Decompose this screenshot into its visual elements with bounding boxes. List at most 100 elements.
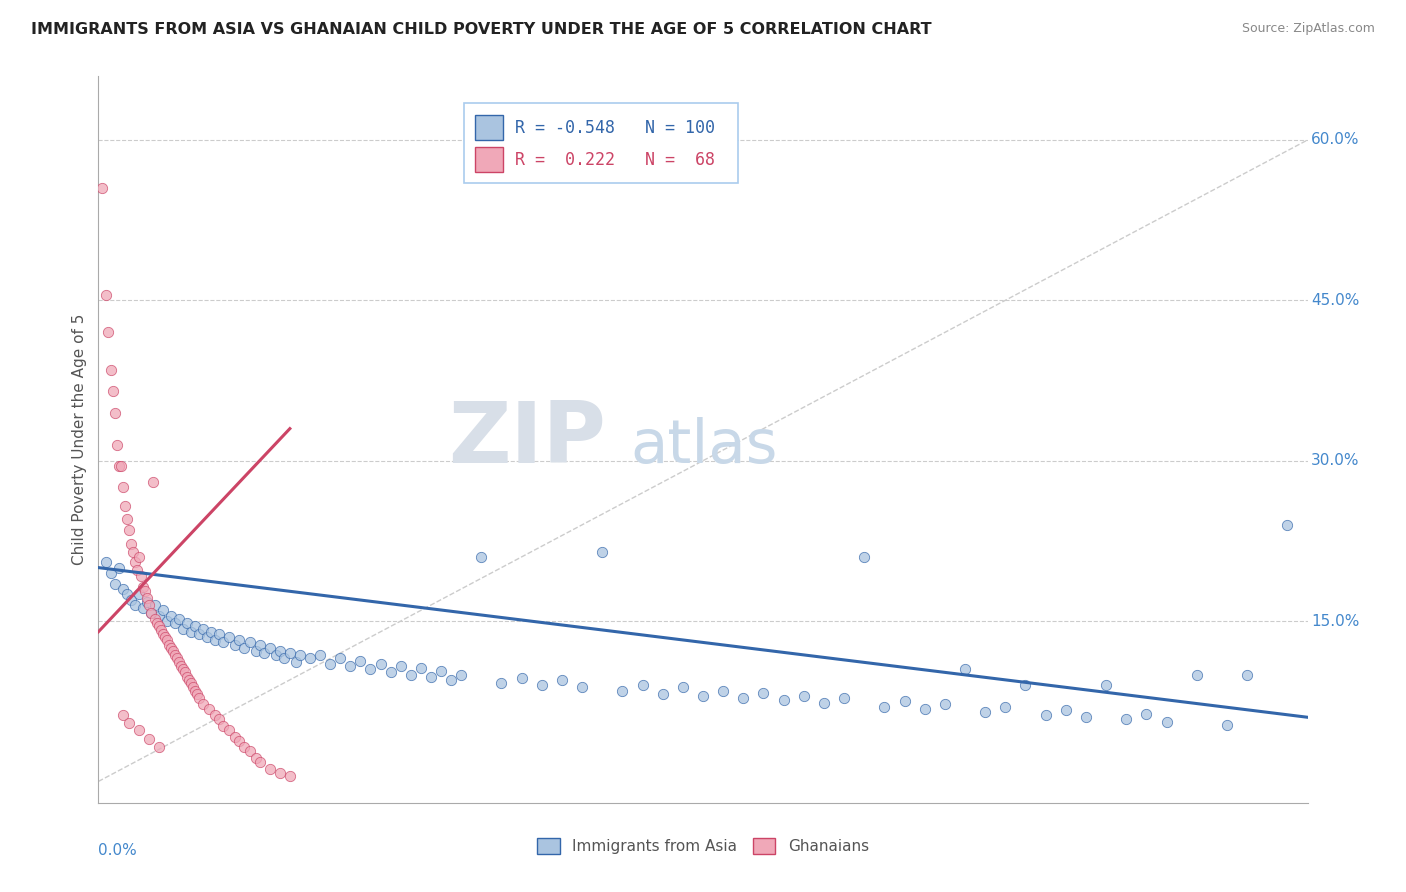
Point: [166, 651, 188, 665]
Text: IMMIGRANTS FROM ASIA VS GHANAIAN CHILD POVERTY UNDER THE AGE OF 5 CORRELATION CH: IMMIGRANTS FROM ASIA VS GHANAIAN CHILD P…: [31, 22, 932, 37]
Point: [1277, 517, 1299, 532]
Point: [167, 612, 190, 626]
Point: [319, 657, 342, 671]
Point: [96, 555, 118, 569]
Y-axis label: Child Poverty Under the Age of 5: Child Poverty Under the Age of 5: [72, 314, 87, 565]
Point: [711, 683, 734, 698]
Point: [232, 640, 254, 655]
Point: [148, 619, 170, 633]
Point: [148, 608, 170, 623]
Point: [1074, 710, 1097, 724]
Point: [752, 686, 775, 700]
Point: [329, 651, 352, 665]
Point: [186, 687, 208, 701]
Point: [491, 676, 513, 690]
Text: 45.0%: 45.0%: [1312, 293, 1360, 308]
Point: [96, 288, 118, 302]
Point: [349, 654, 371, 668]
Point: [105, 437, 128, 451]
Point: [934, 698, 956, 712]
Point: [1156, 714, 1178, 729]
Point: [1236, 667, 1258, 681]
Point: [103, 576, 125, 591]
Point: [208, 713, 231, 727]
Point: [360, 662, 382, 676]
Point: [873, 699, 896, 714]
Point: [571, 681, 593, 695]
Point: [672, 681, 695, 695]
Point: [114, 499, 136, 513]
Point: [163, 616, 186, 631]
Point: [228, 633, 250, 648]
Point: [135, 595, 157, 609]
Point: [224, 638, 246, 652]
Point: [299, 651, 322, 665]
Point: [591, 544, 613, 558]
Point: [172, 662, 194, 676]
Point: [389, 659, 412, 673]
Point: [124, 555, 146, 569]
Point: [163, 648, 186, 663]
Point: [188, 691, 211, 706]
Point: [551, 673, 574, 687]
Point: [118, 523, 141, 537]
Point: [218, 723, 240, 737]
Point: [974, 705, 997, 719]
Point: [174, 665, 197, 680]
Point: [370, 657, 392, 671]
Point: [115, 587, 138, 601]
Point: [135, 591, 157, 605]
Point: [121, 544, 143, 558]
Point: [118, 715, 141, 730]
Legend: Immigrants from Asia, Ghanaians: Immigrants from Asia, Ghanaians: [531, 832, 875, 861]
Text: R = -0.548   N = 100: R = -0.548 N = 100: [515, 119, 714, 136]
Point: [278, 646, 301, 660]
Point: [193, 622, 215, 636]
Point: [128, 723, 150, 737]
Point: [914, 702, 936, 716]
Point: [239, 744, 262, 758]
Point: [793, 689, 815, 703]
Point: [249, 638, 271, 652]
Point: [120, 537, 142, 551]
Text: 0.0%: 0.0%: [98, 843, 138, 858]
Point: [184, 619, 207, 633]
Point: [409, 661, 432, 675]
Point: [146, 616, 169, 631]
Point: [180, 624, 202, 639]
Point: [149, 623, 172, 637]
Point: [273, 651, 295, 665]
Point: [181, 681, 204, 695]
Point: [139, 606, 162, 620]
Point: [288, 648, 311, 663]
Point: [530, 678, 553, 692]
Point: [129, 569, 152, 583]
Point: [160, 608, 183, 623]
Point: [612, 683, 634, 698]
Point: [1095, 678, 1118, 692]
Point: [103, 406, 125, 420]
Point: [249, 755, 271, 769]
Point: [91, 181, 114, 195]
Point: [245, 644, 267, 658]
Point: [772, 693, 794, 707]
Point: [259, 762, 281, 776]
Point: [510, 671, 533, 685]
Point: [228, 733, 250, 747]
Point: [156, 633, 179, 648]
Point: [110, 458, 132, 473]
Text: R =  0.222   N =  68: R = 0.222 N = 68: [515, 151, 714, 169]
Point: [124, 598, 146, 612]
Point: [239, 635, 262, 649]
Point: [101, 384, 124, 399]
Point: [125, 563, 148, 577]
Point: [138, 598, 160, 612]
Text: 30.0%: 30.0%: [1312, 453, 1360, 468]
Point: [1135, 707, 1157, 722]
Point: [111, 480, 134, 494]
Point: [245, 751, 267, 765]
Point: [198, 702, 221, 716]
Text: atlas: atlas: [630, 417, 778, 476]
Point: [160, 640, 183, 655]
Point: [100, 566, 122, 580]
